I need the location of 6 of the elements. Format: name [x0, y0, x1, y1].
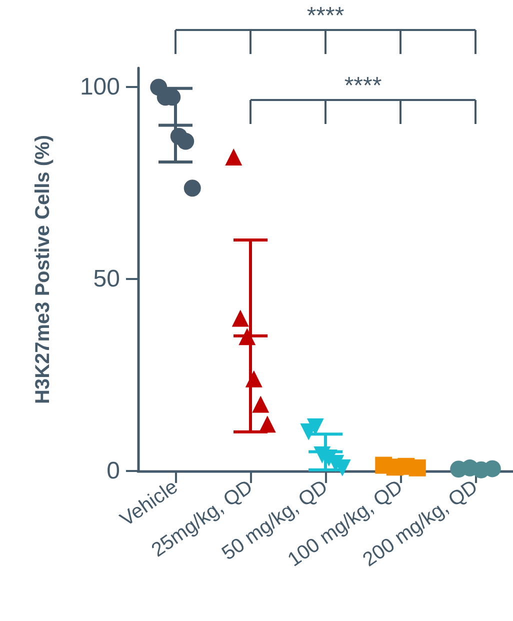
y-tick-label: 50: [93, 266, 120, 293]
text: ****: [306, 2, 344, 30]
y-tick-label: 0: [106, 458, 120, 484]
annotation: ****: [344, 72, 382, 100]
y-tick-label: 100: [80, 74, 120, 101]
y-axis-title: H3K27me3 Postive Cells (%): [32, 134, 54, 404]
